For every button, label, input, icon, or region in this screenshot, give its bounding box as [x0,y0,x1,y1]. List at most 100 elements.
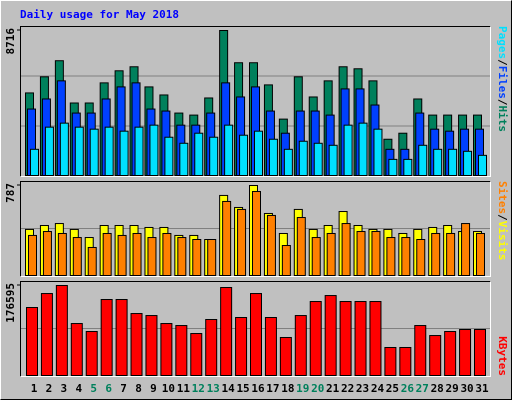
bar [30,148,39,176]
x-tick-label: 6 [105,382,112,395]
bar [87,246,97,276]
x-tick-label: 21 [326,382,340,395]
x-tick-label: 8 [135,382,142,395]
legend-separator: / [496,99,509,106]
x-tick-label: 5 [90,382,97,395]
x-tick-label: 18 [281,382,294,395]
bar [119,130,129,176]
bar [309,301,322,376]
bar [134,126,144,176]
bar [326,232,336,276]
bar [85,331,98,376]
x-tick-label: 29 [446,382,459,395]
legend-entry: Visits [496,221,509,261]
bar [147,237,157,276]
bar [414,325,427,377]
x-tick-label: 15 [236,382,249,395]
bar [298,140,308,177]
bar [268,138,278,177]
bar [104,126,114,176]
bar [371,231,381,276]
bar [388,158,398,176]
bar [461,223,471,276]
x-tick-label: 12 [192,382,205,395]
panel-border-light [20,181,491,277]
bar [429,335,442,377]
bar [446,232,456,276]
bar [474,329,486,376]
panel-border-light [20,281,491,377]
bar [283,148,293,176]
bar [224,124,234,177]
legend: Sites/Visits [496,181,509,261]
x-tick-label: 17 [266,382,279,395]
legend-entry: Sites [496,181,509,214]
bar [160,323,173,377]
panel-border-dark [20,281,491,377]
bar [356,231,366,276]
bar [266,214,276,277]
x-tick-label: 30 [460,382,473,395]
bar [220,287,233,377]
bar [209,136,219,176]
bar [354,301,367,376]
bar [237,208,247,276]
bar [115,299,128,376]
bar [40,293,53,377]
bar [26,307,38,377]
bar [207,238,217,277]
bar [401,237,411,276]
bar [194,132,204,177]
bar [44,126,54,176]
x-tick-label: 20 [311,382,324,395]
bar [386,237,396,276]
bar [205,319,218,376]
x-tick-label: 13 [207,382,220,395]
x-tick-label: 26 [401,382,415,395]
bar [313,142,323,176]
x-tick-label: 7 [120,382,127,395]
legend: Pages/Files/Hits [496,26,509,132]
x-tick-label: 3 [61,382,68,395]
bar [341,223,351,276]
bar [416,238,426,277]
bar [373,128,383,177]
bar [74,126,84,176]
panel-border-light [20,26,491,177]
bar [132,232,142,276]
x-tick-label: 31 [475,382,489,395]
bar [190,333,203,377]
x-tick-label: 2 [46,382,53,395]
bar [179,142,189,176]
x-tick-label: 1 [31,382,38,395]
bar [476,232,485,276]
x-tick-label: 19 [296,382,309,395]
bar [403,158,413,176]
bar [281,245,291,276]
bar [145,315,158,376]
bar [149,124,159,177]
x-tick-label: 23 [356,382,369,395]
bar [239,134,249,177]
panel-border-dark [20,181,491,277]
bar [192,238,202,277]
bar [399,346,412,377]
x-tick-label: 27 [416,382,429,395]
bar [235,316,248,377]
bar [431,232,441,276]
bar [100,299,113,376]
legend: KBytes [496,336,509,376]
bar [418,144,428,177]
bar [264,316,277,377]
bar [89,128,99,177]
bar [343,124,353,177]
bar [311,237,321,276]
panel-border-dark [20,26,491,177]
bar [130,313,143,377]
bar [444,331,457,376]
bar [55,285,68,376]
legend-entry: Hits [496,106,509,133]
x-tick-label: 11 [177,382,191,395]
bar [433,148,443,176]
bar [448,148,458,176]
